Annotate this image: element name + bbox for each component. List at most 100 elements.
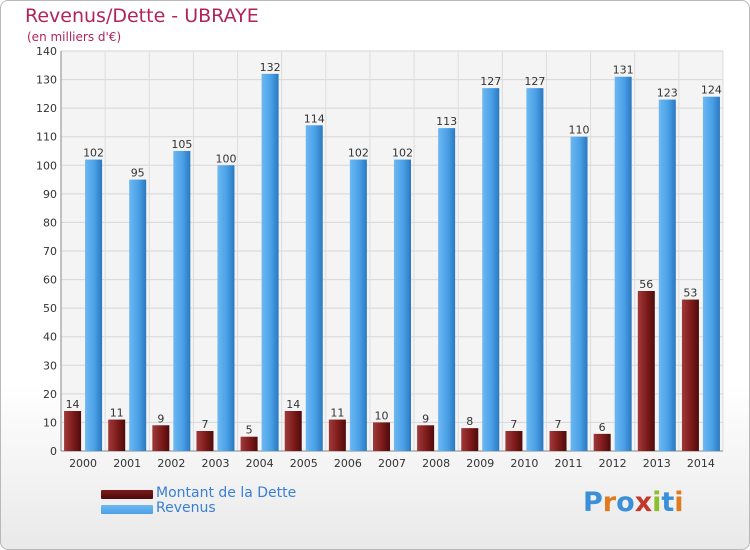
revenue-value-label: 123 [657, 87, 678, 100]
debt-bar [373, 422, 390, 451]
debt-bar [64, 411, 82, 451]
debt-value-label: 11 [110, 407, 124, 420]
revenue-value-label: 131 [613, 64, 634, 77]
debt-value-label: 14 [286, 398, 300, 411]
y-tick-label: 50 [43, 302, 57, 315]
x-tick-label: 2013 [643, 457, 671, 470]
debt-value-label: 8 [466, 415, 473, 428]
debt-value-label: 9 [157, 412, 164, 425]
logo-letter: x [634, 487, 653, 518]
debt-bar [417, 425, 435, 451]
proxiti-logo: Proxiti [583, 487, 684, 518]
revenue-value-label: 113 [436, 115, 457, 128]
x-tick-label: 2006 [334, 457, 362, 470]
logo-letter: P [583, 487, 603, 518]
debt-bar [108, 419, 126, 451]
debt-bar [593, 433, 611, 451]
legend-swatch-revenue [101, 505, 153, 514]
logo-letter: o [616, 487, 635, 518]
x-tick-label: 2010 [510, 457, 538, 470]
revenue-bar [217, 165, 235, 452]
debt-bar [637, 291, 655, 451]
x-tick-label: 2014 [687, 457, 715, 470]
debt-value-label: 9 [422, 412, 429, 425]
y-tick-label: 60 [43, 274, 57, 287]
y-tick-label: 80 [43, 216, 57, 229]
revenue-value-label: 102 [348, 147, 369, 160]
revenue-value-label: 127 [480, 75, 501, 88]
debt-value-label: 53 [683, 287, 697, 300]
y-tick-label: 40 [43, 331, 57, 344]
debt-value-label: 6 [599, 421, 606, 434]
debt-bar [240, 436, 258, 451]
y-tick-label: 110 [36, 131, 57, 144]
logo-letter: i [674, 487, 684, 518]
revenue-bar [173, 151, 191, 451]
y-tick-label: 20 [43, 388, 57, 401]
debt-bar [461, 428, 479, 451]
legend-label-revenue: Revenus [156, 500, 216, 516]
revenue-bar [526, 88, 544, 452]
debt-value-label: 7 [201, 418, 208, 431]
logo-letter: i [652, 487, 662, 518]
y-tick-label: 90 [43, 188, 57, 201]
logo-letter: t [661, 487, 675, 518]
debt-bar [505, 431, 523, 451]
debt-bar [681, 299, 699, 451]
legend-label-debt: Montant de la Dette [156, 485, 297, 501]
revenue-bar [349, 159, 367, 452]
x-tick-label: 2003 [201, 457, 229, 470]
revenue-bar [129, 179, 147, 452]
revenue-bar [570, 136, 588, 451]
revenue-bar [614, 76, 632, 451]
x-tick-label: 2002 [157, 457, 185, 470]
y-tick-label: 70 [43, 245, 57, 258]
y-tick-label: 130 [36, 74, 57, 87]
revenue-bar [85, 159, 103, 452]
debt-value-label: 56 [639, 278, 653, 291]
revenue-value-label: 127 [524, 75, 545, 88]
debt-bar [328, 419, 346, 451]
revenue-value-label: 95 [131, 167, 145, 180]
y-tick-label: 120 [36, 102, 57, 115]
revenue-value-label: 114 [304, 112, 325, 125]
x-tick-label: 2011 [555, 457, 583, 470]
x-tick-label: 2004 [246, 457, 274, 470]
debt-bar [549, 431, 567, 451]
revenue-value-label: 132 [260, 61, 281, 74]
debt-bar [284, 411, 302, 451]
debt-bar [196, 431, 214, 451]
revenue-bar [438, 128, 456, 451]
debt-value-label: 11 [330, 407, 344, 420]
debt-value-label: 14 [66, 398, 80, 411]
legend-swatch-debt [101, 490, 153, 499]
revenue-bar [305, 125, 323, 452]
x-tick-label: 2005 [290, 457, 318, 470]
revenue-value-label: 102 [392, 147, 413, 160]
debt-value-label: 10 [375, 409, 389, 422]
revenue-value-label: 105 [171, 138, 192, 151]
revenue-bar [394, 159, 411, 452]
debt-value-label: 7 [510, 418, 517, 431]
debt-value-label: 7 [555, 418, 562, 431]
x-tick-label: 2001 [113, 457, 141, 470]
logo-letter: r [602, 487, 617, 518]
chart-title: Revenus/Dette - UBRAYE [25, 5, 259, 27]
y-tick-label: 140 [36, 45, 57, 58]
revenue-value-label: 102 [83, 147, 104, 160]
x-tick-label: 2007 [378, 457, 406, 470]
y-tick-label: 10 [43, 416, 57, 429]
x-tick-label: 2012 [599, 457, 627, 470]
x-tick-label: 2008 [422, 457, 450, 470]
debt-value-label: 5 [246, 424, 253, 437]
y-tick-label: 100 [36, 159, 57, 172]
revenue-bar [261, 73, 279, 451]
x-tick-label: 2009 [466, 457, 494, 470]
debt-bar [152, 425, 170, 451]
y-tick-label: 0 [50, 445, 57, 458]
chart-subtitle: (en milliers d'€) [27, 30, 122, 44]
revenue-value-label: 110 [569, 124, 590, 137]
revenue-value-label: 124 [701, 84, 722, 97]
